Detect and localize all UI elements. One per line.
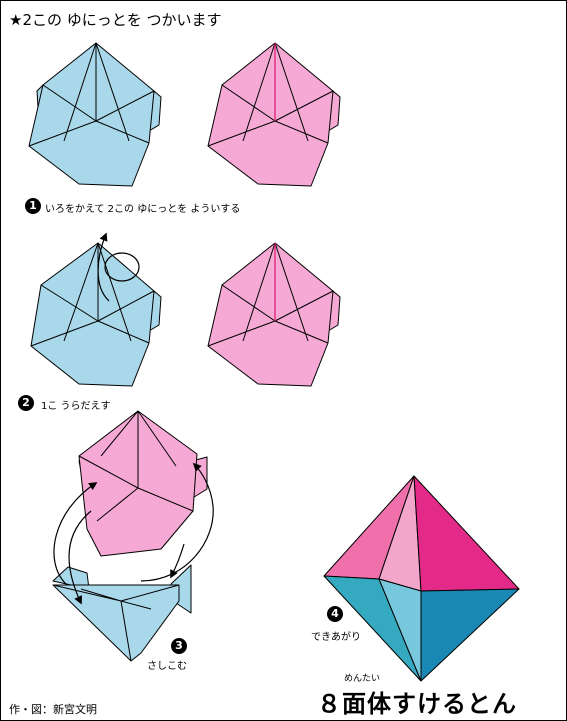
- blue-unit-step3: [52, 564, 192, 662]
- step-3-caption: さしこむ: [147, 661, 187, 672]
- pink-unit-step2: [207, 242, 341, 387]
- page-title: ★2この ゆにっとを つかいます: [9, 11, 222, 29]
- blue-unit-step2: [30, 242, 162, 387]
- author-credit: 作・図：新宮文明: [9, 703, 97, 716]
- result-name-ruby: めんたい: [344, 674, 381, 684]
- insert-arrows: [53, 462, 214, 605]
- step-1-caption: いろをかえて 2この ゆにっとを よういする: [45, 204, 241, 215]
- step-4-badge: 4: [327, 606, 343, 622]
- step-2-caption: 1こ うらだえす: [41, 401, 111, 412]
- step-3-badge: 3: [171, 638, 187, 654]
- pink-unit-step1: [207, 42, 341, 187]
- step-2-badge: 2: [18, 395, 34, 411]
- flip-arrow: [97, 232, 140, 302]
- result-name: ８面体すけるとん: [317, 690, 517, 718]
- step-4-caption: できあがり: [311, 632, 361, 643]
- octahedron-result: [323, 475, 520, 682]
- step-1-badge: 1: [25, 198, 41, 214]
- blue-unit-step1: [28, 42, 162, 187]
- pink-unit-step3: [78, 410, 208, 557]
